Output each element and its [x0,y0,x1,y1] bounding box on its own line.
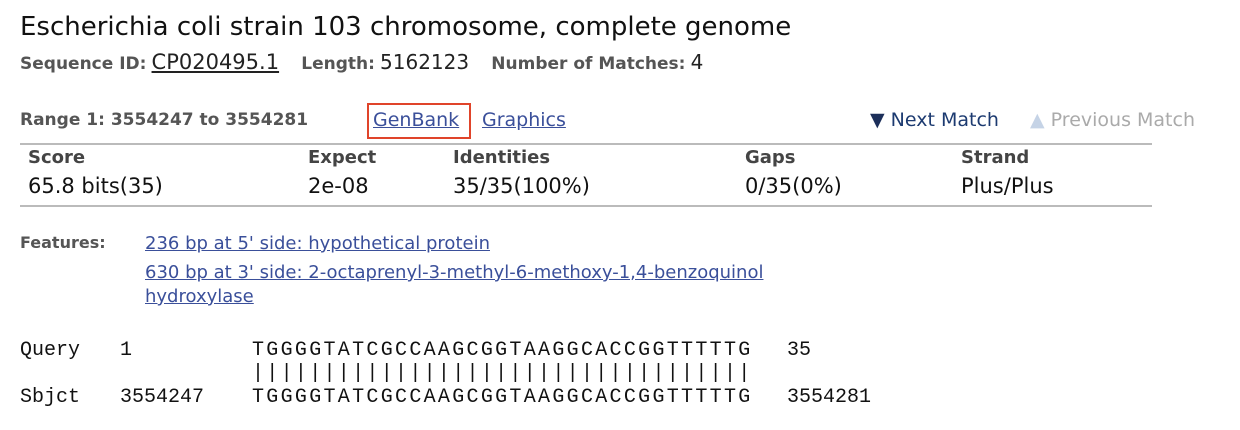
stat-header: Gaps [745,147,796,168]
meta-label: Number of Matches: [491,54,686,74]
meta-value: 4 [690,50,704,74]
sbjct-label: Sbjct [20,386,81,409]
sbjct-end: 3554281 [787,386,872,409]
query-start: 1 [120,339,133,362]
stat-value: 35/35(100%) [453,174,590,198]
match-line: ||||||||||||||||||||||||||||||||||| [252,362,753,385]
divider [20,143,1152,145]
sbjct-sequence: TGGGGTATCGCCAAGCGGTAAGGCACCGGTTTTTG [252,386,753,409]
meta-value: 5162123 [380,50,470,74]
meta-label: Sequence ID: [20,54,147,74]
stat-header: Identities [453,147,551,168]
meta-label: Length: [301,54,375,74]
sbjct-start: 3554247 [120,386,205,409]
title: Escherichia coli strain 103 chromosome, … [20,12,792,42]
stat-header: Score [28,147,86,168]
graphics-link[interactable]: Graphics [482,109,566,131]
stat-header: Expect [308,147,377,168]
feature-link[interactable]: 236 bp at 5' side: hypothetical protein [145,233,490,254]
query-end: 35 [787,339,812,362]
divider [20,205,1152,207]
feature-link[interactable]: 630 bp at 3' side: 2-octaprenyl-3-methyl… [145,262,764,307]
range-label: Range 1: 3554247 to 3554281 [20,110,309,130]
stat-value: 2e-08 [308,174,369,198]
genbank-link[interactable]: GenBank [373,109,460,131]
highlight-box [367,103,471,139]
stat-value: Plus/Plus [961,174,1054,198]
sequence-id-link[interactable]: CP020495.1 [151,50,280,74]
features-label: Features: [20,233,106,252]
query-sequence: TGGGGTATCGCCAAGCGGTAAGGCACCGGTTTTTG [252,339,753,362]
meta: Sequence ID: CP020495.1 Length: 5162123 … [20,52,703,73]
previous-match[interactable]: ▲ Previous Match [1030,109,1195,131]
stat-header: Strand [961,147,1030,168]
stat-value: 0/35(0%) [745,174,842,198]
next-match[interactable]: ▼ Next Match [870,109,999,131]
previous-match-text[interactable]: Previous Match [1050,109,1195,131]
stat-value: 65.8 bits(35) [28,174,163,198]
query-label: Query [20,339,81,362]
next-match-text[interactable]: Next Match [890,109,999,131]
